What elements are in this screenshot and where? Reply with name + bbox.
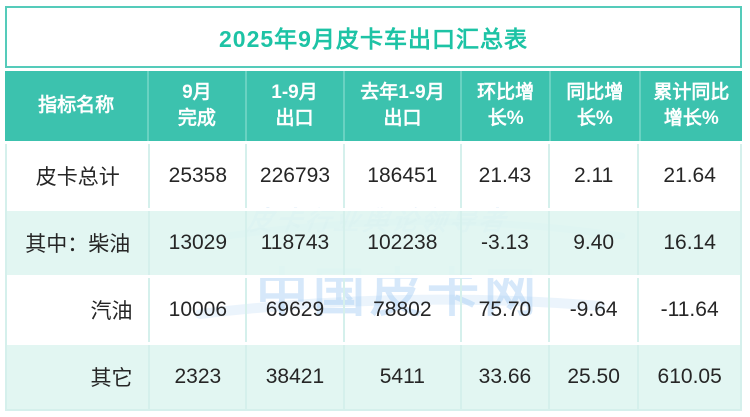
value-cell: 10006 — [148, 278, 245, 342]
value-cell: 69629 — [245, 278, 342, 342]
value-cell: 226793 — [245, 144, 342, 208]
table-body: 皮卡总计 25358 226793 186451 21.43 2.11 21.64 其中：柴油… — [5, 144, 742, 411]
value-cell: 21.64 — [637, 144, 740, 208]
value-cell: 78802 — [342, 278, 460, 342]
value-cell: 75.70 — [459, 278, 548, 342]
column-header-6: 同比增 长% — [548, 71, 639, 141]
value-cell: 118743 — [245, 211, 343, 275]
value-cell: 186451 — [342, 144, 460, 208]
table-row: 皮卡总计 25358 226793 186451 21.43 2.11 21.64 — [7, 144, 740, 208]
value-cell: 38421 — [245, 345, 343, 409]
pickup-export-summary-table: 2025年9月皮卡车出口汇总表 指标名称 9月 完成 1-9月 出口 去年1-9月 出… — [5, 6, 742, 411]
value-cell: 16.14 — [637, 211, 740, 275]
value-cell: 25.50 — [547, 345, 638, 409]
value-cell: 9.40 — [547, 211, 638, 275]
value-cell: 21.43 — [459, 144, 548, 208]
column-header-5: 环比增 长% — [460, 71, 548, 141]
column-header-2: 9月 完成 — [147, 71, 244, 141]
value-cell: 13029 — [148, 211, 246, 275]
value-cell: 33.66 — [459, 345, 548, 409]
value-cell: 5411 — [342, 345, 460, 409]
value-cell: -9.64 — [547, 278, 637, 342]
column-header-4: 去年1-9月 出口 — [342, 71, 461, 141]
value-cell: 2323 — [148, 345, 246, 409]
value-cell: 2.11 — [547, 144, 637, 208]
value-cell: -3.13 — [459, 211, 548, 275]
column-header-1: 指标名称 — [38, 95, 115, 117]
column-header-3: 1-9月 出口 — [244, 71, 343, 141]
value-cell: 102238 — [342, 211, 460, 275]
row-label: 汽油 — [90, 300, 133, 323]
value-cell: 610.05 — [637, 345, 740, 409]
row-label: 其它 — [7, 345, 149, 409]
column-header-7: 累计同比 增长% — [638, 71, 742, 141]
row-label: 其中：柴油 — [7, 211, 149, 275]
table-row: 其它 2323 38421 5411 33.66 25.50 610.05 — [7, 342, 740, 409]
table-header-row: 指标名称 9月 完成 1-9月 出口 去年1-9月 出口 环比增 长% 同比增 长% 累计同… — [5, 68, 742, 144]
table-title: 2025年9月皮卡车出口汇总表 — [5, 6, 742, 68]
row-label: 皮卡总计 — [35, 166, 120, 189]
value-cell: 25358 — [148, 144, 245, 208]
value-cell: -11.64 — [637, 278, 740, 342]
table-row: 汽油 10006 69629 78802 75.70 -9.64 -11.64 — [7, 275, 740, 342]
table-row: 其中：柴油 13029 118743 102238 -3.13 9.40 16.14 — [7, 208, 740, 275]
